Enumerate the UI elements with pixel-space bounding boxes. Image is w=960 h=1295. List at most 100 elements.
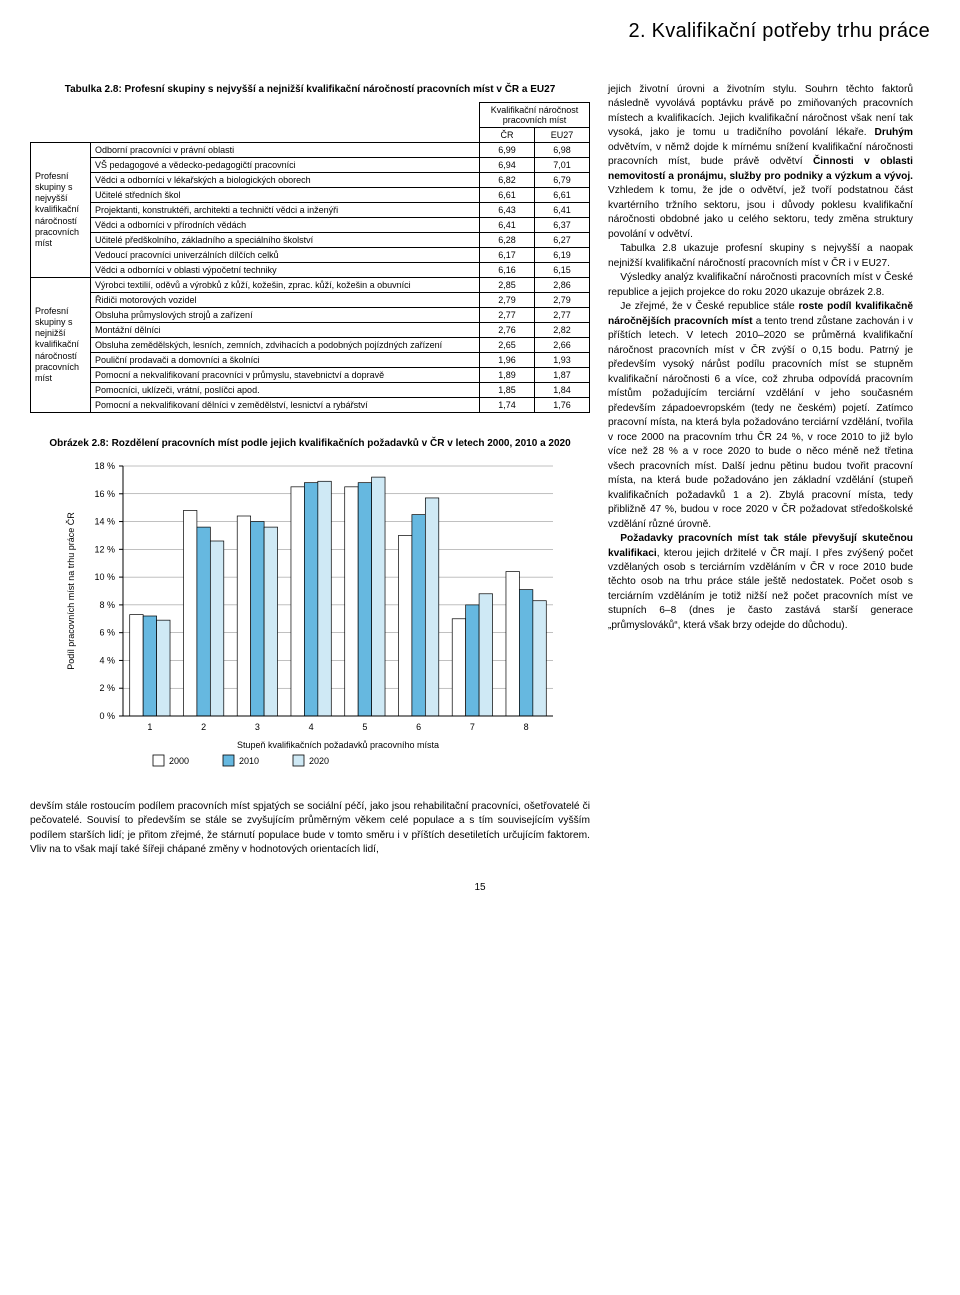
svg-text:3: 3 (254, 722, 259, 732)
row-value-cr: 6,61 (480, 188, 535, 203)
svg-text:18 %: 18 % (94, 461, 115, 471)
table-row: Učitelé předškolního, základního a speci… (31, 233, 590, 248)
svg-text:4: 4 (308, 722, 313, 732)
row-value-eu: 6,79 (535, 173, 590, 188)
row-group-label: Profesní skupiny s nejvyšší kvalifikační… (31, 143, 91, 278)
row-label: Pomocní a nekvalifikovaní dělníci v země… (91, 398, 480, 413)
row-label: Odborní pracovníci v právní oblasti (91, 143, 480, 158)
svg-text:7: 7 (469, 722, 474, 732)
row-value-cr: 2,76 (480, 323, 535, 338)
row-group-label: Profesní skupiny s nejnižší kvalifikační… (31, 278, 91, 413)
row-value-eu: 2,79 (535, 293, 590, 308)
row-value-cr: 2,77 (480, 308, 535, 323)
row-value-eu: 1,84 (535, 383, 590, 398)
row-value-cr: 6,43 (480, 203, 535, 218)
para-span: Je zřejmé, že v České republice stále (620, 301, 798, 312)
row-value-eu: 6,15 (535, 263, 590, 278)
svg-text:6: 6 (416, 722, 421, 732)
para-span: a tento trend zůstane zachován i v příšt… (608, 316, 913, 530)
row-value-cr: 6,17 (480, 248, 535, 263)
svg-text:0 %: 0 % (99, 711, 115, 721)
table-header-eu: EU27 (535, 128, 590, 143)
svg-text:16 %: 16 % (94, 489, 115, 499)
row-value-eu: 6,61 (535, 188, 590, 203)
row-label: Pomocníci, uklízeči, vrátní, poslíčci ap… (91, 383, 480, 398)
table-row: Obsluha průmyslových strojů a zařízení2,… (31, 308, 590, 323)
svg-text:14 %: 14 % (94, 517, 115, 527)
row-label: Obsluha průmyslových strojů a zařízení (91, 308, 480, 323)
qualification-table: Kvalifikační náročnost pracovních míst Č… (30, 102, 590, 413)
row-value-eu: 6,37 (535, 218, 590, 233)
table-header-cr: ČR (480, 128, 535, 143)
row-label: Pomocní a nekvalifikovaní pracovníci v p… (91, 368, 480, 383)
right-paragraph: Výsledky analýz kvalifikační náročnosti … (608, 271, 913, 300)
svg-text:4 %: 4 % (99, 655, 115, 665)
table-row: Projektanti, konstruktéři, architekti a … (31, 203, 590, 218)
table-row: Pomocní a nekvalifikovaní pracovníci v p… (31, 368, 590, 383)
row-value-cr: 1,89 (480, 368, 535, 383)
row-value-cr: 6,82 (480, 173, 535, 188)
svg-text:5: 5 (362, 722, 367, 732)
bar-chart: 0 %2 %4 %6 %8 %10 %12 %14 %16 %18 %12345… (58, 456, 563, 786)
para-span: Druhým (875, 127, 914, 138)
table-row: Vědci a odborníci v přírodních vědách6,4… (31, 218, 590, 233)
row-label: Vedoucí pracovníci univerzálních dílčích… (91, 248, 480, 263)
row-label: Výrobci textilií, oděvů a výrobků z kůží… (91, 278, 480, 293)
row-label: Řidiči motorových vozidel (91, 293, 480, 308)
row-value-eu: 2,86 (535, 278, 590, 293)
table-row: Učitelé středních škol6,616,61 (31, 188, 590, 203)
row-label: Projektanti, konstruktéři, architekti a … (91, 203, 480, 218)
table-row: Řidiči motorových vozidel2,792,79 (31, 293, 590, 308)
svg-text:Stupeň kvalifikačních požadavk: Stupeň kvalifikačních požadavků pracovní… (236, 740, 438, 750)
table-row: Pomocní a nekvalifikovaní dělníci v země… (31, 398, 590, 413)
row-value-eu: 6,41 (535, 203, 590, 218)
row-value-eu: 1,87 (535, 368, 590, 383)
row-value-eu: 1,76 (535, 398, 590, 413)
row-value-eu: 6,19 (535, 248, 590, 263)
row-label: Vědci a odborníci v lékařských a biologi… (91, 173, 480, 188)
para-span: , kterou jejich držitelé v ČR mají. I př… (608, 548, 913, 631)
right-paragraph: Tabulka 2.8 ukazuje profesní skupiny s n… (608, 242, 913, 271)
row-value-eu: 2,82 (535, 323, 590, 338)
svg-text:2020: 2020 (309, 756, 329, 766)
chart-caption: Obrázek 2.8: Rozdělení pracovních míst p… (30, 437, 590, 450)
row-value-cr: 2,85 (480, 278, 535, 293)
table-row: Pomocníci, uklízeči, vrátní, poslíčci ap… (31, 383, 590, 398)
svg-text:1: 1 (147, 722, 152, 732)
row-label: Vědci a odborníci v oblasti výpočetní te… (91, 263, 480, 278)
row-value-eu: 6,27 (535, 233, 590, 248)
row-label: VŠ pedagogové a vědecko-pedagogičtí prac… (91, 158, 480, 173)
table-row: VŠ pedagogové a vědecko-pedagogičtí prac… (31, 158, 590, 173)
table-row: Obsluha zemědělských, lesních, zemních, … (31, 338, 590, 353)
row-label: Montážní dělníci (91, 323, 480, 338)
left-bottom-paragraph: devším stále rostoucím podílem pracovníc… (30, 800, 590, 858)
svg-text:2 %: 2 % (99, 683, 115, 693)
row-value-eu: 1,93 (535, 353, 590, 368)
table-caption: Tabulka 2.8: Profesní skupiny s nejvyšší… (30, 83, 590, 96)
row-value-cr: 2,79 (480, 293, 535, 308)
row-value-cr: 6,41 (480, 218, 535, 233)
row-value-cr: 6,99 (480, 143, 535, 158)
row-value-cr: 6,16 (480, 263, 535, 278)
row-value-eu: 2,77 (535, 308, 590, 323)
right-column-text: jejich životní úrovni a životním stylu. … (608, 83, 913, 858)
row-value-cr: 6,94 (480, 158, 535, 173)
page-title: 2. Kvalifikační potřeby trhu práce (30, 20, 930, 43)
table-row: Pouliční prodavači a domovníci a školníc… (31, 353, 590, 368)
svg-text:Podíl pracovních míst na trhu: Podíl pracovních míst na trhu práce ČR (66, 512, 76, 670)
row-value-eu: 2,66 (535, 338, 590, 353)
row-label: Učitelé předškolního, základního a speci… (91, 233, 480, 248)
svg-text:2000: 2000 (169, 756, 189, 766)
table-row: Vědci a odborníci v lékařských a biologi… (31, 173, 590, 188)
row-value-cr: 2,65 (480, 338, 535, 353)
row-label: Učitelé středních škol (91, 188, 480, 203)
row-value-cr: 1,74 (480, 398, 535, 413)
row-label: Obsluha zemědělských, lesních, zemních, … (91, 338, 480, 353)
table-row: Montážní dělníci2,762,82 (31, 323, 590, 338)
svg-text:12 %: 12 % (94, 544, 115, 554)
table-header-top: Kvalifikační náročnost pracovních míst (480, 103, 590, 128)
row-value-eu: 6,98 (535, 143, 590, 158)
para-span: Vzhledem k tomu, že jde o odvětví, jež t… (608, 185, 913, 239)
table-row: Profesní skupiny s nejnižší kvalifikační… (31, 278, 590, 293)
svg-text:2: 2 (201, 722, 206, 732)
